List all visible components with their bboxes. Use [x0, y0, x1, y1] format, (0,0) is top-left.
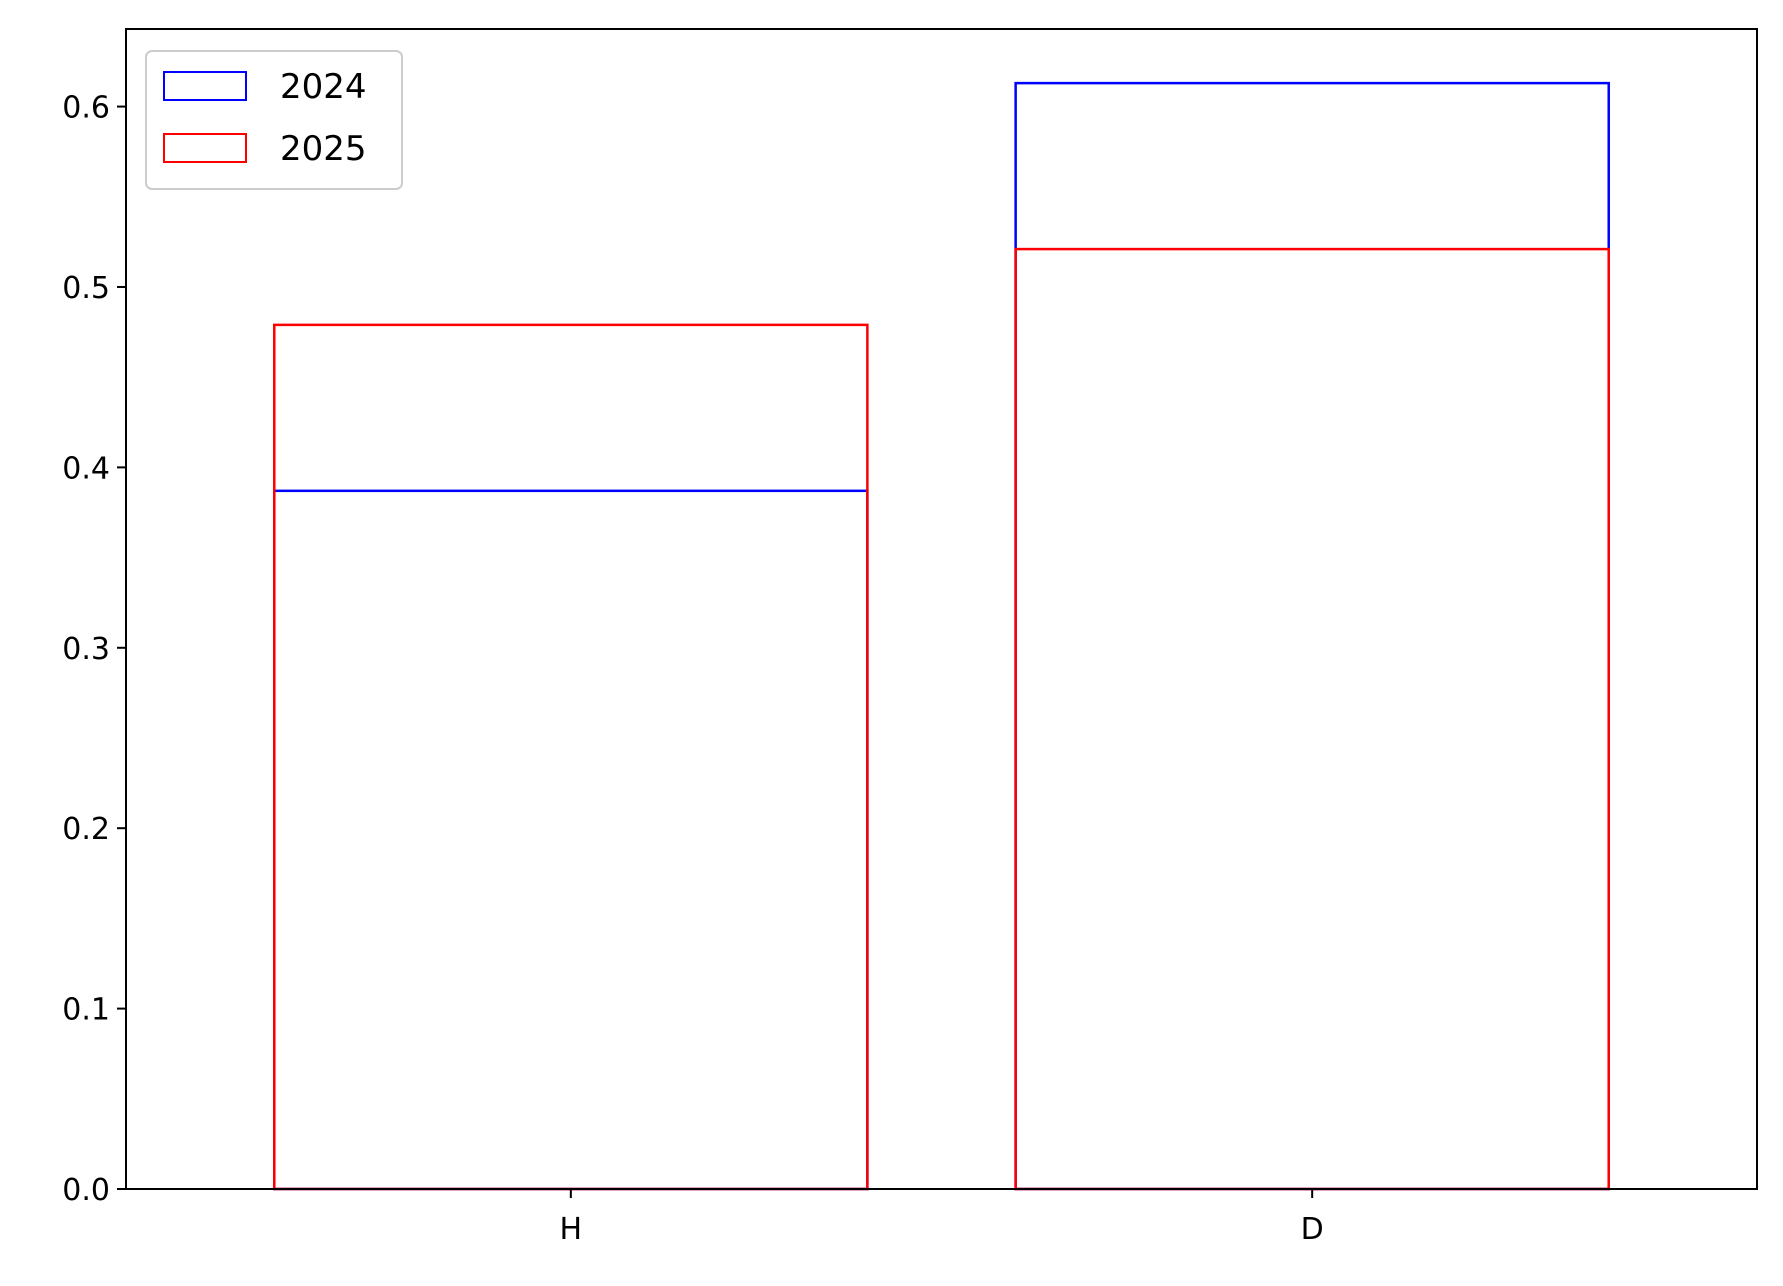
y-axis: 0.0 0.1 0.2 0.3 0.4 0.5 0.6	[62, 91, 126, 1208]
y-tick-label: 0.1	[62, 993, 110, 1028]
legend: 2024 2025	[145, 50, 403, 190]
x-tick-label-D: D	[1301, 1212, 1324, 1247]
bars-layer	[273, 81, 1610, 1191]
bar-2024-H	[273, 489, 869, 1191]
legend-label-2025: 2025	[280, 129, 367, 169]
legend-swatch-2024	[163, 71, 247, 101]
y-tick-label: 0.0	[62, 1173, 110, 1208]
bar-2025-D	[1014, 247, 1610, 1191]
axes-frame	[125, 28, 1758, 1190]
legend-frame	[145, 50, 403, 190]
y-tick-label: 0.2	[62, 812, 110, 847]
legend-swatch-2025	[163, 133, 247, 163]
legend-label-2024: 2024	[280, 67, 367, 107]
x-tick-label-H: H	[560, 1212, 583, 1247]
y-tick-label: 0.6	[62, 91, 110, 126]
y-tick-label: 0.3	[62, 632, 110, 667]
bar-2025-H	[273, 323, 869, 1191]
y-tick-label: 0.5	[62, 271, 110, 306]
y-tick-label: 0.4	[62, 451, 110, 486]
